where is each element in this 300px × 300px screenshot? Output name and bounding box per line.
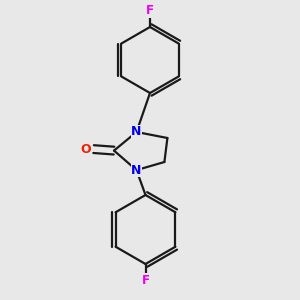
Text: O: O <box>80 142 91 156</box>
Text: F: F <box>142 274 149 287</box>
Text: F: F <box>146 4 154 17</box>
Text: N: N <box>131 164 142 177</box>
Text: N: N <box>131 125 142 139</box>
